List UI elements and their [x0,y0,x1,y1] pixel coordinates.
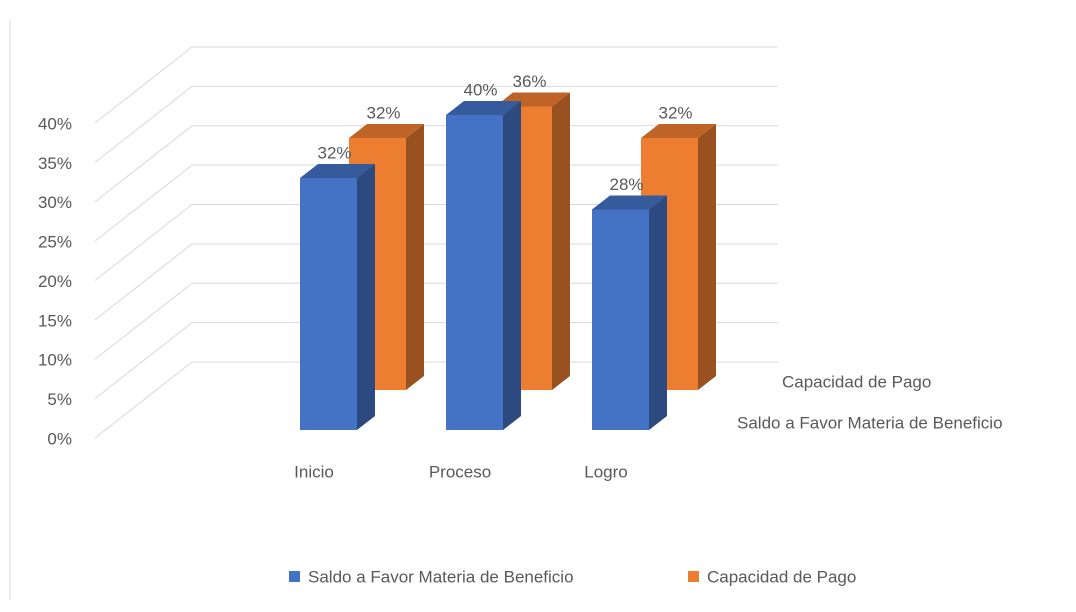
y-tick-label: 10% [38,351,72,370]
legend-label: Capacidad de Pago [707,567,856,586]
y-tick-label: 0% [47,429,72,448]
bar-side [552,92,570,390]
depth-label: Capacidad de Pago [782,372,931,391]
y-tick-label: 30% [38,193,72,212]
grid-line [94,125,193,203]
bar-side [698,124,716,390]
x-tick-label: Logro [584,462,627,481]
grid-line [94,243,193,321]
grid-line [94,204,193,281]
grid-line [94,361,193,439]
bar-side [503,101,521,430]
bar-top [446,101,521,115]
y-tick-label: 25% [38,233,72,252]
grid-line [94,85,193,163]
y-tick-label: 35% [38,154,72,173]
x-tick-label: Inicio [294,462,334,481]
data-label: 36% [512,72,546,91]
y-tick-label: 15% [38,311,72,330]
legend-swatch [289,571,300,582]
grid-line [94,282,193,360]
data-label: 28% [609,175,643,194]
depth-label: Saldo a Favor Materia de Beneficio [737,413,1003,432]
x-tick-label: Proceso [429,462,491,481]
bar [592,209,649,430]
bar-top [300,164,375,178]
data-label: 32% [658,103,692,122]
bar-top [349,124,424,138]
legend-swatch [688,571,699,582]
grid-line [94,46,193,124]
bar-side [357,164,375,430]
bar-top [641,124,716,138]
grid-line [94,164,193,242]
data-label: 32% [366,103,400,122]
grid-line [94,322,193,400]
bar-side [406,124,424,390]
legend-label: Saldo a Favor Materia de Beneficio [308,567,574,586]
data-label: 32% [317,143,351,162]
y-tick-label: 40% [38,114,72,133]
bar-side [649,195,667,430]
y-tick-label: 5% [47,390,72,409]
bar [446,115,503,430]
bar [300,178,357,430]
data-label: 40% [463,80,497,99]
bar-top [592,195,667,210]
y-tick-label: 20% [38,272,72,291]
